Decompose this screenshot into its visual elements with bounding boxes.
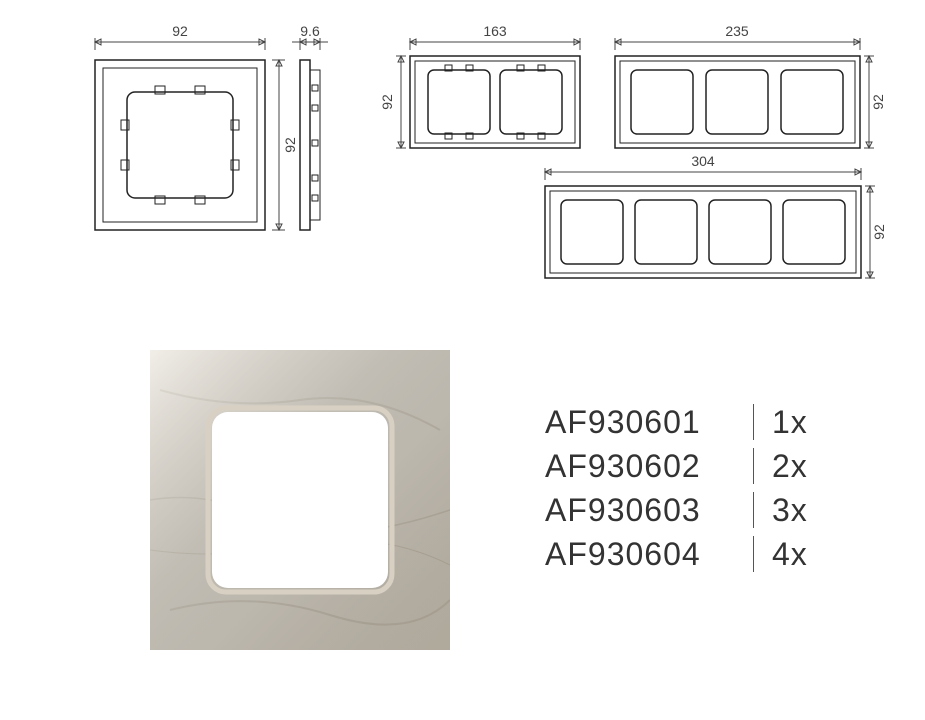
sku-code: AF930602: [545, 448, 735, 485]
sku-table: AF930601 1x AF930602 2x AF930603 3x AF93…: [545, 400, 822, 576]
sku-code: AF930601: [545, 404, 735, 441]
sku-code: AF930604: [545, 536, 735, 573]
divider: [753, 448, 754, 484]
dim-quad-width: 304: [691, 153, 715, 169]
sku-row: AF930603 3x: [545, 488, 822, 532]
dim-single-width: 92: [172, 23, 188, 39]
dim-triple-height: 92: [870, 94, 886, 110]
sku-qty: 2x: [772, 448, 822, 485]
divider: [753, 404, 754, 440]
sku-qty: 4x: [772, 536, 822, 573]
sku-row: AF930602 2x: [545, 444, 822, 488]
sku-qty: 3x: [772, 492, 822, 529]
dim-quad-height: 92: [871, 224, 887, 240]
dim-depth: 9.6: [300, 23, 320, 39]
technical-drawings: 92 92 9.6: [0, 20, 925, 280]
sku-row: AF930601 1x: [545, 400, 822, 444]
sku-code: AF930603: [545, 492, 735, 529]
dim-double-width: 163: [483, 23, 507, 39]
sku-qty: 1x: [772, 404, 822, 441]
dim-single-height: 92: [282, 137, 298, 153]
dim-triple-width: 235: [725, 23, 749, 39]
divider: [753, 536, 754, 572]
product-photo: [150, 350, 450, 650]
sku-row: AF930604 4x: [545, 532, 822, 576]
divider: [753, 492, 754, 528]
dim-double-height: 92: [379, 94, 395, 110]
